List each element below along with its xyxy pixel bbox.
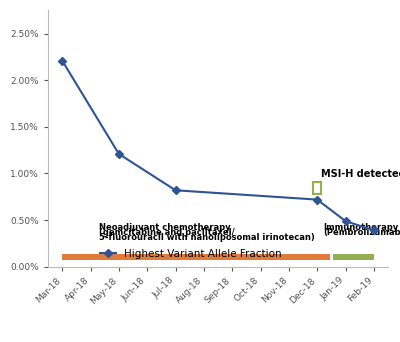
Text: MSI-H detected: MSI-H detected [322,169,400,179]
Text: Neoadjuvant chemotherapy: Neoadjuvant chemotherapy [99,223,231,232]
Text: 5-fluorouracil with nanoliposomal irinotecan): 5-fluorouracil with nanoliposomal irinot… [99,233,315,242]
Text: (gemcitabine and paclitaxel/: (gemcitabine and paclitaxel/ [99,228,235,237]
Text: Immunotherapy: Immunotherapy [323,223,398,232]
FancyBboxPatch shape [313,182,321,194]
Legend: Highest Variant Allele Fraction: Highest Variant Allele Fraction [96,245,286,263]
Text: (Pembrolizumab): (Pembrolizumab) [323,228,400,237]
